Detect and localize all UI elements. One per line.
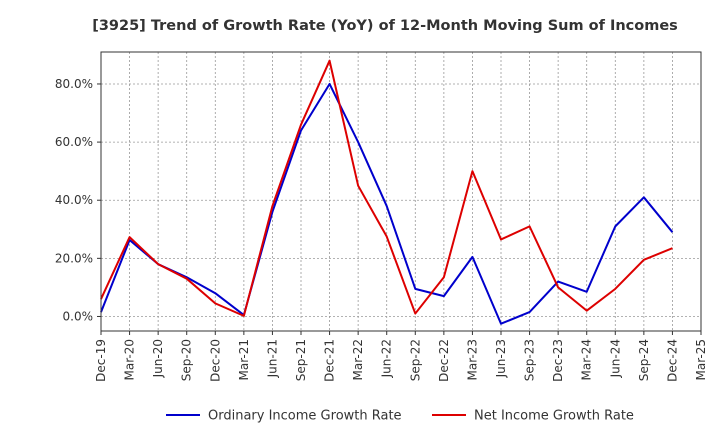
x-tick-label: Mar-24 <box>580 339 594 380</box>
x-tick-label: Dec-24 <box>665 339 679 382</box>
x-tick-label: Mar-20 <box>123 339 137 380</box>
x-tick-label: Dec-21 <box>323 339 337 382</box>
x-tick-label: Sep-24 <box>637 339 651 381</box>
legend-label-0: Ordinary Income Growth Rate <box>208 409 402 424</box>
y-tick-label: 80.0% <box>55 77 93 91</box>
x-tick-label: Dec-23 <box>551 339 565 382</box>
y-axis: 0.0% 20.0% 40.0% 60.0% 80.0% <box>55 77 101 323</box>
chart-title: [3925] Trend of Growth Rate (YoY) of 12-… <box>92 18 678 34</box>
x-tick-label: Mar-22 <box>351 339 365 380</box>
x-tick-label: Dec-22 <box>437 339 451 382</box>
x-tick-label: Mar-21 <box>237 339 251 380</box>
x-tick-label: Mar-23 <box>465 339 479 380</box>
y-tick-label: 40.0% <box>55 193 93 207</box>
x-tick-label: Sep-23 <box>523 339 537 381</box>
y-tick-label: 60.0% <box>55 135 93 149</box>
legend-label-1: Net Income Growth Rate <box>474 409 634 424</box>
x-tick-label: Jun-20 <box>151 339 165 378</box>
x-tick-label: Sep-22 <box>408 339 422 381</box>
x-tick-label: Dec-19 <box>94 339 108 382</box>
x-tick-label: Dec-20 <box>208 339 222 382</box>
series-line-1 <box>100 59 673 317</box>
x-tick-label: Sep-20 <box>180 339 194 381</box>
plot-area <box>101 52 701 331</box>
legend: Ordinary Income Growth Rate Net Income Gr… <box>166 409 634 424</box>
x-tick-label: Sep-21 <box>294 339 308 381</box>
x-tick-label: Jun-22 <box>380 339 394 378</box>
plot-frame <box>100 51 702 332</box>
grid <box>100 52 702 331</box>
x-tick-label: Jun-23 <box>494 339 508 378</box>
x-tick-label: Jun-24 <box>608 339 622 378</box>
series-line-0 <box>100 82 674 325</box>
series-layer <box>100 59 674 325</box>
y-tick-label: 20.0% <box>55 251 93 265</box>
x-tick-label: Jun-21 <box>265 339 279 378</box>
y-tick-label: 0.0% <box>63 309 94 323</box>
x-axis: Dec-19 Mar-20 Jun-20 Sep-20 Dec-20 Mar-21 Jun-… <box>94 331 708 382</box>
x-tick-label: Mar-25 <box>694 339 708 380</box>
